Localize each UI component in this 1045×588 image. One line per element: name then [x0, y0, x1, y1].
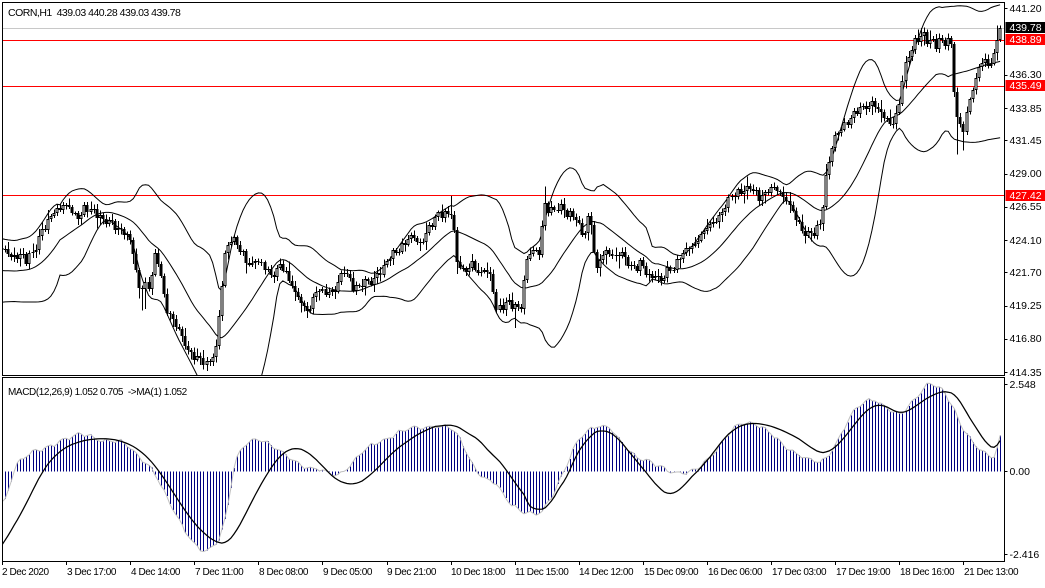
svg-text:416.80: 416.80: [1010, 333, 1042, 345]
svg-text:439.78: 439.78: [1010, 22, 1042, 34]
svg-text:2.548: 2.548: [1010, 379, 1036, 391]
svg-text:424.10: 424.10: [1010, 235, 1042, 247]
svg-text:21 Dec 13:00: 21 Dec 13:00: [964, 567, 1019, 578]
svg-text:438.89: 438.89: [1010, 34, 1042, 46]
svg-text:8 Dec 08:00: 8 Dec 08:00: [259, 567, 309, 578]
svg-text:9 Dec 05:00: 9 Dec 05:00: [323, 567, 373, 578]
svg-text:MACD(12,26,9) 1.052 0.705 ->M: MACD(12,26,9) 1.052 0.705 ->MA(1) 1.052: [8, 387, 188, 398]
svg-text:17 Dec 19:00: 17 Dec 19:00: [836, 567, 891, 578]
svg-text:0.00: 0.00: [1010, 466, 1031, 478]
svg-text:2 Dec 2020: 2 Dec 2020: [2, 567, 50, 578]
svg-text:-2.416: -2.416: [1010, 549, 1040, 561]
svg-text:3 Dec 17:00: 3 Dec 17:00: [67, 567, 117, 578]
svg-text:7 Dec 11:00: 7 Dec 11:00: [195, 567, 244, 578]
svg-text:10 Dec 18:00: 10 Dec 18:00: [451, 567, 506, 578]
svg-text:427.42: 427.42: [1010, 190, 1042, 202]
svg-text:4 Dec 14:00: 4 Dec 14:00: [131, 567, 181, 578]
svg-text:14 Dec 12:00: 14 Dec 12:00: [579, 567, 634, 578]
svg-text:CORN,H1 439.03 440.28 439.03: CORN,H1 439.03 440.28 439.03 439.78: [8, 7, 181, 19]
svg-text:433.85: 433.85: [1010, 103, 1042, 115]
svg-text:16 Dec 06:00: 16 Dec 06:00: [708, 567, 763, 578]
svg-text:15 Dec 09:00: 15 Dec 09:00: [644, 567, 699, 578]
svg-text:435.49: 435.49: [1010, 80, 1042, 92]
svg-text:431.45: 431.45: [1010, 135, 1042, 147]
svg-text:419.25: 419.25: [1010, 300, 1042, 312]
svg-text:11 Dec 15:00: 11 Dec 15:00: [515, 567, 569, 578]
svg-text:9 Dec 21:00: 9 Dec 21:00: [387, 567, 437, 578]
svg-text:429.00: 429.00: [1010, 168, 1042, 180]
svg-text:17 Dec 03:00: 17 Dec 03:00: [772, 567, 827, 578]
svg-text:421.70: 421.70: [1010, 267, 1042, 279]
svg-text:414.35: 414.35: [1010, 367, 1042, 379]
svg-text:426.55: 426.55: [1010, 201, 1042, 213]
svg-text:441.20: 441.20: [1010, 3, 1042, 15]
svg-text:18 Dec 16:00: 18 Dec 16:00: [900, 567, 955, 578]
